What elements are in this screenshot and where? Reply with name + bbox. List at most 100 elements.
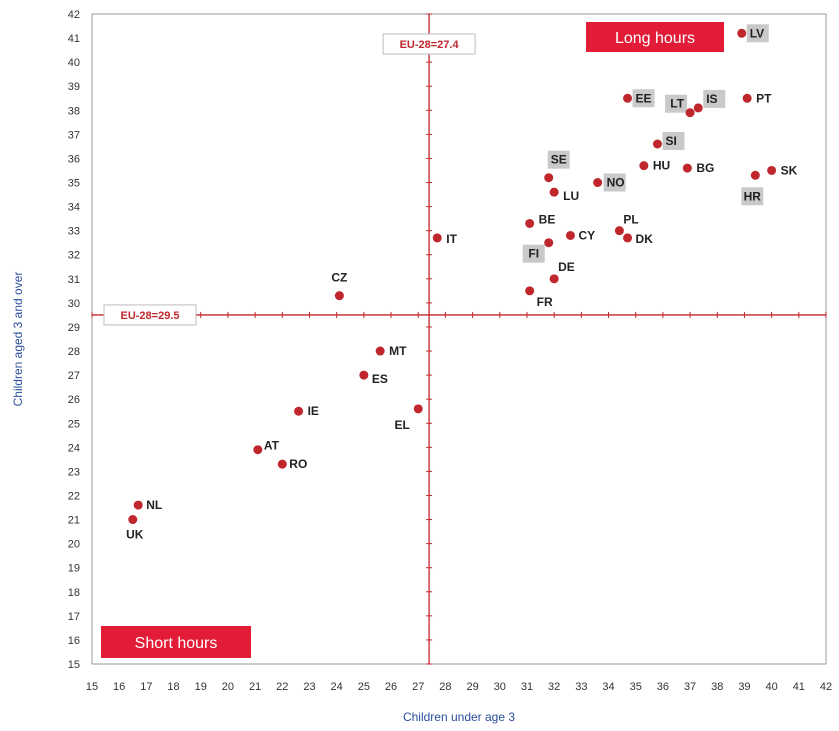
point-label-es: ES [372, 372, 388, 386]
data-point-dk [623, 233, 633, 243]
long-hours-badge [586, 22, 724, 52]
point-label-lv: LV [750, 26, 764, 40]
x-tick-label: 15 [86, 681, 98, 693]
x-tick-label: 23 [303, 681, 315, 693]
x-tick-label: 32 [548, 681, 560, 693]
x-tick-label: 18 [167, 681, 179, 693]
y-tick-label: 42 [68, 9, 80, 21]
data-point-es [359, 370, 369, 380]
point-label-at: AT [264, 439, 280, 453]
data-point-at [253, 445, 263, 455]
point-label-nl: NL [146, 498, 162, 512]
y-tick-label: 21 [68, 515, 80, 527]
y-tick-label: 31 [68, 274, 80, 286]
point-label-no: NO [607, 176, 625, 190]
data-point-sk [767, 165, 777, 175]
x-tick-label: 35 [630, 681, 642, 693]
y-tick-label: 38 [68, 105, 80, 117]
data-point-fr [525, 286, 535, 296]
x-tick-label: 34 [602, 681, 614, 693]
x-tick-label: 30 [494, 681, 506, 693]
x-axis-ticks: 15 16 17 18 19 20 21 22 23 24 25 26 27 28 29 30 31 32 33 34… [86, 681, 832, 693]
data-points: LV EE LT IS PT SI HU BG SK HR SE NO LU BE PL DK CY FI IT DE… [126, 24, 798, 542]
x-tick-label: 16 [113, 681, 125, 693]
y-tick-label: 41 [68, 33, 80, 45]
y-tick-label: 36 [68, 153, 80, 165]
data-point-pl [614, 226, 624, 236]
point-label-ie: IE [308, 404, 319, 418]
label-highlight-box [665, 94, 688, 113]
point-label-be: BE [539, 212, 556, 226]
point-label-se: SE [551, 153, 567, 167]
point-label-ro: RO [289, 457, 307, 471]
data-point-lu [549, 187, 559, 197]
horizontal-ref-label-box [103, 304, 197, 326]
data-point-pt [742, 93, 752, 103]
x-tick-label: 40 [766, 681, 778, 693]
data-point-cz [334, 291, 344, 301]
data-point-nl [133, 500, 143, 510]
data-point-hr [750, 170, 760, 180]
label-highlight-box [547, 150, 570, 169]
y-tick-label: 26 [68, 394, 80, 406]
y-tick-label: 23 [68, 466, 80, 478]
y-tick-label: 37 [68, 129, 80, 141]
y-tick-label: 25 [68, 418, 80, 430]
y-tick-label: 24 [68, 442, 80, 454]
data-point-bg [682, 163, 692, 173]
x-tick-label: 31 [521, 681, 533, 693]
point-label-mt: MT [389, 344, 407, 358]
y-tick-label: 17 [68, 611, 80, 623]
label-highlight-box [746, 24, 769, 43]
x-tick-label: 33 [575, 681, 587, 693]
x-tick-label: 24 [331, 681, 343, 693]
x-tick-label: 17 [140, 681, 152, 693]
short-hours-badge [101, 626, 251, 658]
point-label-is: IS [706, 92, 717, 106]
vertical-ref-label-box [382, 33, 476, 55]
label-highlight-box [522, 244, 545, 263]
horizontal-ref-label: EU-28=29.5 [120, 310, 179, 322]
y-tick-label: 34 [68, 202, 80, 214]
point-label-el: EL [395, 418, 410, 432]
x-tick-label: 19 [195, 681, 207, 693]
y-tick-label: 20 [68, 539, 80, 551]
point-label-dk: DK [636, 232, 654, 246]
point-label-pl: PL [623, 213, 638, 227]
x-tick-label: 41 [793, 681, 805, 693]
x-tick-label: 42 [820, 681, 832, 693]
y-tick-label: 33 [68, 226, 80, 238]
data-point-cy [565, 230, 575, 240]
point-label-lu: LU [563, 189, 579, 203]
x-tick-label: 27 [412, 681, 424, 693]
y-tick-label: 29 [68, 322, 80, 334]
y-tick-label: 18 [68, 587, 80, 599]
data-point-se [544, 173, 554, 183]
x-tick-label: 28 [439, 681, 451, 693]
data-point-si [652, 139, 662, 149]
data-point-el [413, 404, 423, 414]
data-point-lv [737, 28, 747, 38]
data-point-ie [294, 406, 304, 416]
data-point-ro [277, 459, 287, 469]
x-tick-label: 39 [738, 681, 750, 693]
x-tick-label: 21 [249, 681, 261, 693]
point-label-bg: BG [696, 161, 714, 175]
point-label-ee: EE [636, 91, 652, 105]
x-tick-label: 26 [385, 681, 397, 693]
zone-labels: Long hours Short hours [101, 22, 724, 658]
point-label-uk: UK [126, 528, 144, 542]
x-tick-label: 36 [657, 681, 669, 693]
long-hours-label: Long hours [615, 30, 695, 47]
y-tick-label: 27 [68, 370, 80, 382]
data-point-uk [128, 515, 138, 525]
data-point-it [432, 233, 442, 243]
label-highlight-box [662, 132, 685, 150]
y-tick-label: 22 [68, 490, 80, 502]
x-tick-label: 37 [684, 681, 696, 693]
point-label-si: SI [665, 134, 676, 148]
y-tick-label: 32 [68, 250, 80, 262]
point-label-pt: PT [756, 91, 772, 105]
reference-lines: EU-28=27.4 EU-28=29.5 [91, 13, 827, 665]
label-highlight-box [632, 89, 655, 108]
